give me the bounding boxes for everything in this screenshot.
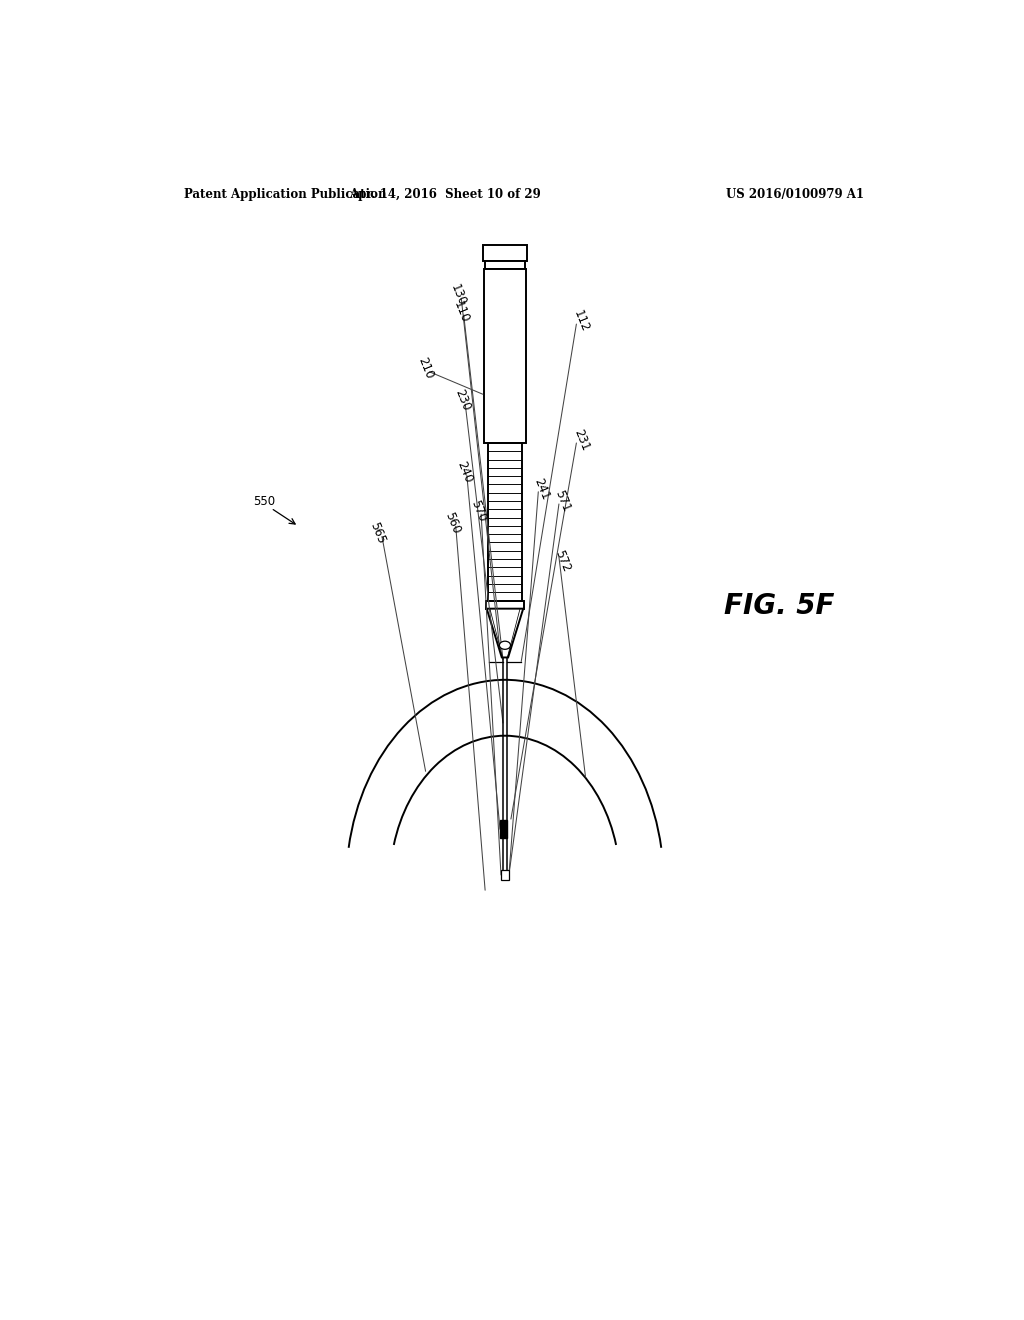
Text: Patent Application Publication: Patent Application Publication [183,189,386,202]
Text: 230: 230 [452,388,472,413]
Text: 110: 110 [452,300,471,325]
Text: FIG. 5F: FIG. 5F [724,591,834,619]
Text: 550: 550 [253,495,275,508]
Text: 572: 572 [553,548,573,574]
Bar [487,444,522,601]
Text: 241: 241 [531,477,552,502]
Bar [486,601,524,609]
Ellipse shape [500,642,511,649]
Text: Apr. 14, 2016  Sheet 10 of 29: Apr. 14, 2016 Sheet 10 of 29 [349,189,542,202]
Bar [501,870,509,880]
Text: 565: 565 [368,520,388,546]
Text: 240: 240 [455,459,475,486]
Text: 570: 570 [469,499,489,524]
Text: 560: 560 [442,511,463,536]
Text: 210: 210 [416,355,436,380]
Text: 112: 112 [571,308,592,334]
Bar [483,244,526,261]
Text: US 2016/0100979 A1: US 2016/0100979 A1 [726,189,863,202]
Polygon shape [500,820,507,838]
Text: 231: 231 [571,428,592,453]
Text: 571: 571 [553,488,573,513]
Text: 130: 130 [447,282,468,308]
Bar [484,269,525,444]
Polygon shape [486,609,523,657]
Bar [485,261,524,269]
